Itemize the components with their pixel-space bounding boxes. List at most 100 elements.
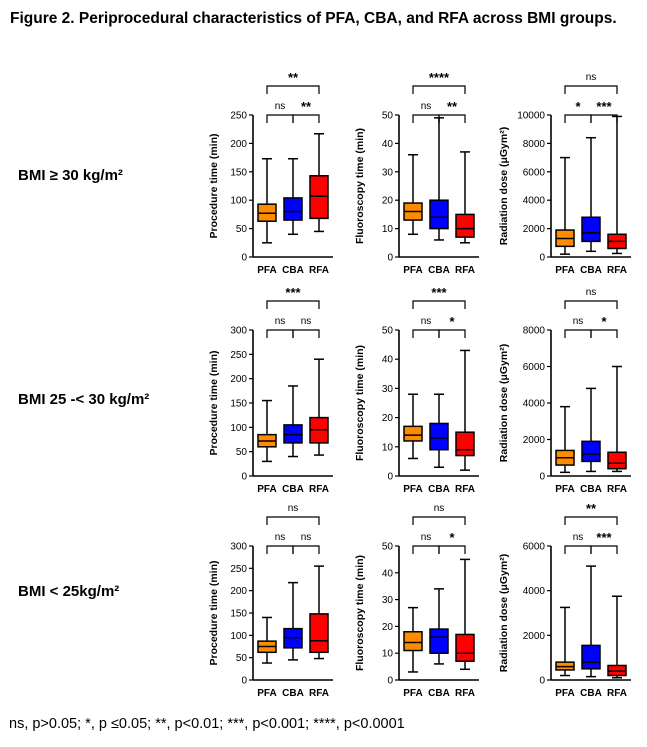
panel-2-cba-category-label: CBA (428, 265, 450, 276)
panel-3-y-tick-label: 0 (539, 253, 545, 264)
panel-1-rfa-box (309, 175, 329, 220)
panel-5-cba-box (429, 422, 449, 451)
row-label-bmi-30-plus: BMI ≥ 30 kg/m² (18, 167, 123, 184)
panel-3-y-axis-label: Radiation dose (μGym²) (498, 127, 510, 245)
panel-6-cba-category-label: CBA (580, 484, 602, 495)
panel-4-y-tick-label: 200 (230, 374, 247, 385)
panel-3-y-tick-label: 4000 (523, 196, 546, 207)
panel-7-cba-category-label: CBA (282, 688, 304, 699)
panel-7-significance-label-2: ns (301, 532, 312, 543)
panel-4-y-tick-label: 50 (236, 447, 248, 458)
panel-3-bracket-2 (590, 114, 618, 123)
panel-8-significance-label-1: ns (421, 532, 432, 543)
panel-9-bracket-3 (564, 516, 618, 525)
panel-3-cba-category-label: CBA (580, 265, 602, 276)
panel-1-significance-label-1: ns (275, 101, 286, 112)
panel-2-y-tick-label: 0 (387, 253, 393, 264)
panel-2-y-tick-label: 10 (382, 224, 394, 235)
panel-1-y-tick-label: 150 (230, 167, 247, 178)
panel-7-y-tick-label: 300 (230, 542, 247, 553)
panel-8-bracket-2 (438, 545, 466, 554)
panel-8-pfa-category-label: PFA (403, 688, 422, 699)
panel-7-rfa-category-label: RFA (309, 688, 329, 699)
panel-9-bracket-1 (564, 545, 592, 554)
panel-7-bracket-1 (266, 545, 294, 554)
panel-8-bracket-3 (412, 516, 466, 525)
panel-1-bracket-1 (266, 114, 294, 123)
panel-7-significance-label-3: ns (288, 503, 299, 514)
panel-9-y-tick-label: 4000 (523, 586, 546, 597)
panel-4-y-axis-label: Procedure time (min) (208, 350, 220, 455)
panel-9-significance-label-2: *** (596, 530, 612, 545)
panel-8-bracket-1 (412, 545, 440, 554)
panel-9-significance-label-3: ** (586, 501, 597, 516)
panel-5-cba-category-label: CBA (428, 484, 450, 495)
panel-8-rfa-category-label: RFA (455, 688, 475, 699)
panel-9-rfa-category-label: RFA (607, 688, 627, 699)
panel-2-pfa-category-label: PFA (403, 265, 422, 276)
panel-8-significance-label-3: ns (434, 503, 445, 514)
panel-1-y-tick-label: 0 (241, 253, 247, 264)
panel-6-y-tick-label: 8000 (523, 326, 546, 337)
panel-3-y-tick-label: 2000 (523, 224, 546, 235)
panel-9-pfa-category-label: PFA (555, 688, 574, 699)
panel-2-bracket-2 (438, 114, 466, 123)
panel-6-y-axis-label: Radiation dose (μGym²) (498, 344, 510, 462)
panel-8-y-tick-label: 40 (382, 568, 394, 579)
panel-2-y-tick-label: 20 (382, 196, 394, 207)
panel-7-rfa-box (309, 613, 329, 654)
panel-9-y-tick-label: 6000 (523, 542, 546, 553)
panel-1-y-tick-label: 100 (230, 196, 247, 207)
panel-1-significance-label-3: ** (288, 70, 299, 85)
panel-6-y-tick-label: 0 (539, 472, 545, 483)
panel-5-significance-label-2: * (449, 314, 455, 329)
panel-5-bracket-2 (438, 329, 466, 338)
panel-8-cba-box (429, 628, 449, 654)
panel-2-significance-label-2: ** (447, 99, 458, 114)
panel-8-y-tick-label: 10 (382, 649, 394, 660)
panel-8-rfa-box (455, 633, 475, 662)
panel-5-pfa-box (403, 425, 423, 442)
panel-5-y-tick-label: 20 (382, 413, 394, 424)
panel-8-y-tick-label: 20 (382, 622, 394, 633)
panel-7-significance-label-1: ns (275, 532, 286, 543)
panel-5-significance-label-1: ns (421, 316, 432, 327)
panel-2-bracket-3 (412, 85, 466, 94)
panel-5-rfa-box (455, 431, 475, 457)
panel-9-cba-category-label: CBA (580, 688, 602, 699)
panel-3-significance-label-3: ns (586, 72, 597, 83)
panel-6-bracket-1 (564, 329, 592, 338)
row-label-bmi-25-30: BMI 25 -< 30 kg/m² (18, 391, 150, 408)
panel-7-y-tick-label: 250 (230, 564, 247, 575)
panel-1-rfa-category-label: RFA (309, 265, 329, 276)
significance-footnote: ns, p>0.05; *, p ≤0.05; **, p<0.01; ***,… (9, 716, 405, 732)
panel-9-y-tick-label: 2000 (523, 631, 546, 642)
panel-5-y-tick-label: 10 (382, 442, 394, 453)
panel-9-y-axis-label: Radiation dose (μGym²) (498, 554, 510, 672)
panel-4-y-tick-label: 300 (230, 326, 247, 337)
panel-3-bracket-1 (564, 114, 592, 123)
panel-8-y-tick-label: 30 (382, 595, 394, 606)
panel-2-significance-label-3: **** (429, 70, 450, 85)
panel-4-rfa-category-label: RFA (309, 484, 329, 495)
panel-9-bracket-2 (590, 545, 618, 554)
panel-8-pfa-box (403, 631, 423, 652)
panel-5-significance-label-3: *** (431, 285, 447, 300)
panel-3-bracket-3 (564, 85, 618, 94)
panel-2-y-tick-label: 30 (382, 167, 394, 178)
panel-3-y-tick-label: 8000 (523, 139, 546, 150)
panel-6-y-tick-label: 2000 (523, 435, 546, 446)
row-label-bmi-under-25: BMI < 25kg/m² (18, 583, 120, 600)
panel-4-significance-label-3: *** (285, 285, 301, 300)
panel-7-bracket-3 (266, 516, 320, 525)
panel-9-y-tick-label: 0 (539, 676, 545, 687)
panel-6-bracket-3 (564, 300, 618, 309)
panel-6-significance-label-3: ns (586, 287, 597, 298)
panel-2-y-tick-label: 50 (382, 111, 394, 122)
panel-6-rfa-category-label: RFA (607, 484, 627, 495)
panel-1-cba-category-label: CBA (282, 265, 304, 276)
panel-1-y-tick-label: 50 (236, 224, 248, 235)
panel-2-bracket-1 (412, 114, 440, 123)
panel-2-rfa-box (455, 213, 475, 238)
